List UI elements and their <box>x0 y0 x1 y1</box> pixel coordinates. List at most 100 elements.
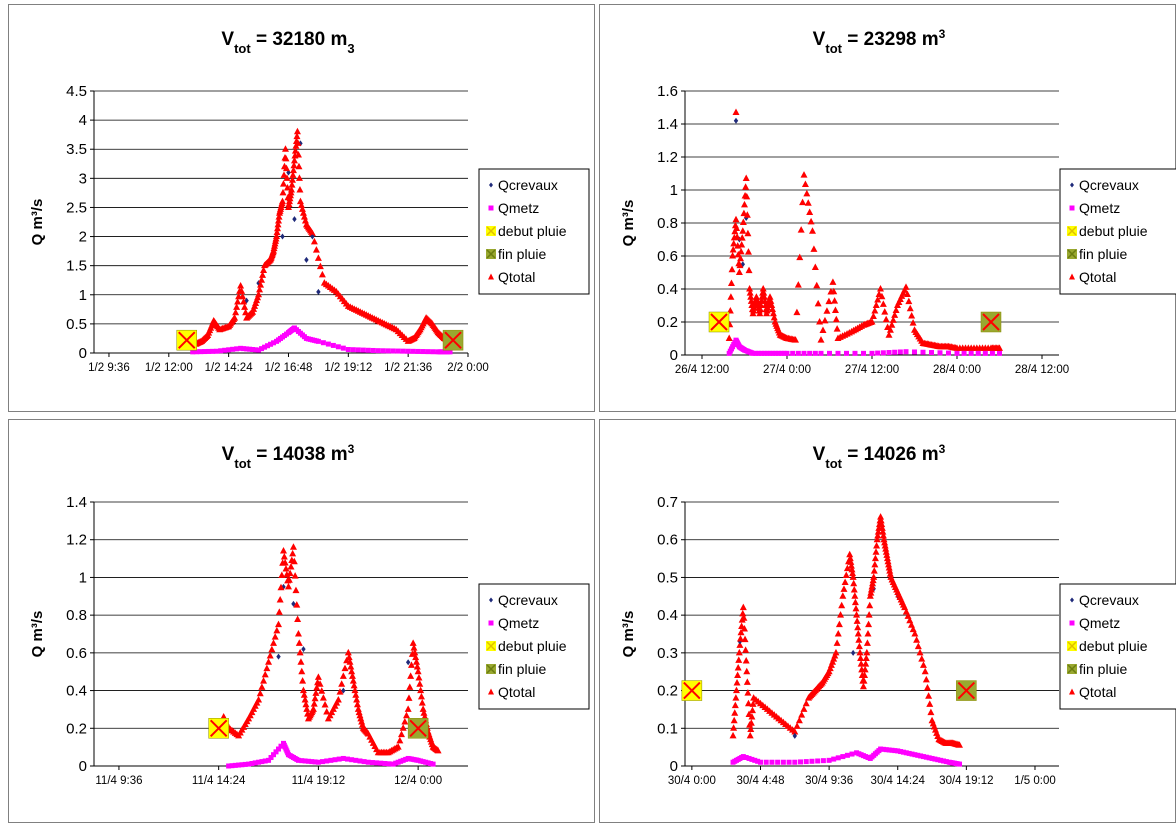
qmetz-point <box>895 748 901 754</box>
qtotal-point <box>877 285 884 292</box>
qtotal-point <box>293 601 301 608</box>
qtotal-point <box>862 660 870 667</box>
qtotal-point <box>412 653 420 661</box>
qtotal-point <box>286 569 294 577</box>
qtotal-point <box>869 312 877 319</box>
qmetz-point <box>790 350 796 356</box>
fin-pluie-marker <box>442 329 464 351</box>
qmetz-point <box>880 746 886 752</box>
qmetz-point <box>929 350 934 356</box>
chart-2-svg: Vtot = 23298 m3 0 0.2 0.4 0.6 0.8 1 1.2 1.4 1.6 26… <box>620 27 1176 376</box>
qtotal-point <box>314 673 322 680</box>
qtotal-point <box>744 689 752 696</box>
qmetz-point <box>246 761 252 767</box>
qmetz-point <box>764 350 770 356</box>
fin-pluie-marker <box>980 311 1002 333</box>
qtotal-point <box>737 254 745 262</box>
qtotal-point <box>268 645 276 653</box>
qtotal-point <box>313 684 321 691</box>
data-points <box>190 127 454 355</box>
legend-label: Qcrevaux <box>1079 592 1139 608</box>
qtotal-point <box>906 304 914 312</box>
qtotal-point <box>919 661 927 668</box>
qtotal-point <box>746 285 754 292</box>
qtotal-point <box>273 626 281 634</box>
qtotal-point <box>289 166 297 174</box>
y-tick-label: 3.5 <box>66 141 87 158</box>
qtotal-point <box>752 293 760 300</box>
qmetz-point <box>305 758 311 764</box>
qtotal-point <box>295 162 303 170</box>
qmetz-point <box>763 759 769 765</box>
y-tick-label: 0.4 <box>657 607 678 624</box>
qmetz-point <box>241 346 247 352</box>
qmetz-point <box>226 347 232 353</box>
qtotal-point <box>733 233 741 240</box>
qtotal-point <box>769 305 777 313</box>
qtotal-point <box>811 263 819 271</box>
qtotal-point <box>363 729 371 736</box>
qcrevaux-point <box>256 280 261 287</box>
qmetz-point <box>190 349 196 355</box>
qtotal-point <box>742 183 750 190</box>
qtotal-point <box>833 325 841 332</box>
qtotal-point <box>824 669 832 677</box>
qtotal-point <box>871 560 879 568</box>
qtotal-point <box>954 740 962 748</box>
qtotal-point <box>303 705 311 712</box>
qtotal-point <box>727 293 735 300</box>
chart-1-svg: Vtot = 32180 m3 0 0.5 1 1.5 2 2.5 3 3.5 4 4.5 1/2 9… <box>29 29 590 374</box>
qtotal-point <box>846 554 854 562</box>
legend-label: fin pluie <box>1079 246 1127 262</box>
legend-label: debut pluie <box>1079 638 1148 654</box>
qtotal-point <box>874 528 882 535</box>
qtotal-point <box>277 583 285 591</box>
qcrevaux-point <box>737 638 743 645</box>
qtotal-point <box>316 680 324 687</box>
qtotal-point <box>266 652 274 659</box>
qtotal-point <box>256 285 264 293</box>
qtotal-point <box>823 307 831 314</box>
qcrevaux-point <box>281 583 286 590</box>
qcrevaux-point <box>316 288 321 295</box>
qmetz-point <box>378 760 384 766</box>
qmetz-point <box>940 758 946 764</box>
qtotal-point <box>287 563 295 570</box>
qmetz-point <box>746 755 752 761</box>
qtotal-point <box>348 672 356 679</box>
qtotal-point <box>846 550 854 558</box>
x-tick-label: 30/4 0:00 <box>668 775 716 787</box>
qmetz-point <box>301 334 307 340</box>
qtotal-point <box>905 297 913 305</box>
qtotal-point <box>883 551 891 558</box>
qtotal-point <box>258 683 266 690</box>
qtotal-point <box>873 535 881 543</box>
qtotal-point <box>794 281 802 288</box>
qmetz-point <box>226 763 232 769</box>
qtotal-point <box>747 725 755 733</box>
qmetz-point <box>835 350 841 356</box>
qtotal-point <box>867 318 875 326</box>
qtotal-point <box>310 700 318 707</box>
qmetz-point <box>425 349 431 355</box>
x-tick-label: 28/4 12:00 <box>1015 364 1069 376</box>
qmetz-point <box>955 761 961 767</box>
qtotal-point <box>795 716 803 724</box>
qtotal-point <box>339 672 347 679</box>
x-tick-label: 30/4 4:48 <box>737 775 785 787</box>
qtotal-point <box>864 630 872 637</box>
qtotal-point <box>743 211 751 218</box>
qmetz-point <box>883 747 889 753</box>
qtotal-point <box>853 611 861 618</box>
qmetz-point <box>349 757 355 763</box>
qtotal-point <box>421 712 429 720</box>
y-tick-label: 0.1 <box>657 720 678 737</box>
qmetz-point <box>912 349 917 355</box>
qtotal-point <box>739 603 747 611</box>
qmetz-point <box>250 347 256 353</box>
qmetz-point <box>312 759 318 765</box>
qtotal-point <box>348 667 356 675</box>
qtotal-point <box>279 547 287 554</box>
qtotal-point <box>298 205 306 212</box>
qtotal-point <box>740 614 748 621</box>
